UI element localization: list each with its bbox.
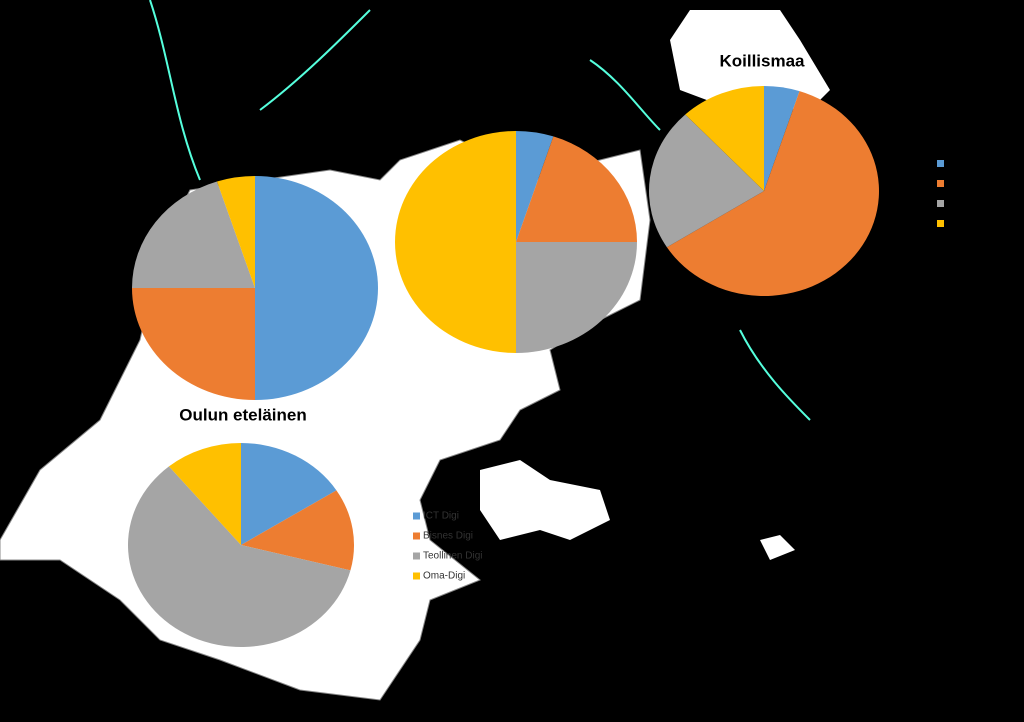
pie-slice — [764, 86, 800, 191]
pie-slice — [132, 181, 255, 288]
pie-slice — [666, 91, 879, 296]
legend-swatch — [413, 552, 420, 560]
pie-slice — [649, 114, 764, 248]
lake — [480, 460, 795, 560]
river — [149, 0, 811, 421]
pie-slice — [216, 176, 255, 288]
pie-slice — [255, 176, 378, 400]
legend-swatch — [413, 512, 420, 520]
pie-slice — [516, 136, 637, 242]
pies — [128, 86, 879, 648]
pie-slice — [128, 466, 351, 648]
pie-slice — [241, 443, 337, 545]
pie-slice — [516, 131, 554, 242]
legend-swatch — [413, 532, 420, 540]
legend-label: Bisnes Digi — [423, 531, 473, 542]
legend: ICT Digi Bisnes Digi Teollinen Digi Oma-Dig… — [413, 511, 482, 582]
legend-swatch — [413, 572, 420, 580]
region-area — [670, 10, 830, 110]
legend-swatch — [937, 220, 944, 227]
legend-label: ICT Digi — [423, 511, 459, 522]
pie-slice — [685, 86, 764, 191]
legend-label: Oma-Digi — [423, 571, 465, 582]
region-label: Oulun eteläinen — [179, 405, 307, 424]
legend-swatches — [937, 160, 944, 227]
legend-swatch — [937, 200, 944, 207]
legend-swatch — [937, 180, 944, 187]
pie-slice — [168, 443, 241, 545]
pie-slice — [516, 242, 637, 353]
region-label: Koillismaa — [719, 51, 805, 70]
legend-label: Teollinen Digi — [423, 551, 482, 562]
legend-swatch — [937, 160, 944, 167]
pie-slice — [395, 131, 516, 353]
pie-slice — [132, 288, 255, 400]
pie-slice — [241, 490, 354, 571]
